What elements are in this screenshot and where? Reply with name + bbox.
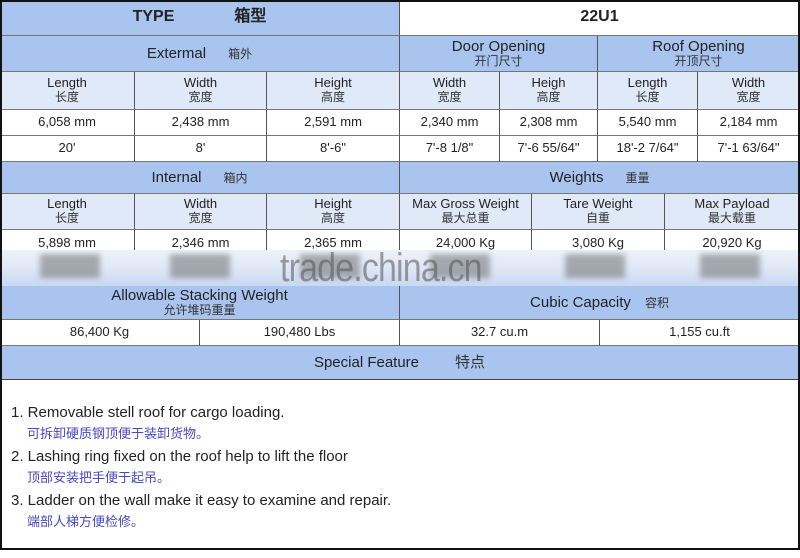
watermark-text: trade.china.cn [280,246,483,290]
special-title-zh: 特点 [455,353,486,371]
column-en: Max Payload [694,196,770,212]
type-value-cell: 22U1 [400,0,800,36]
cell: 1,155 cu.ft [600,320,800,346]
special-feature-header: Special Feature 特点 [0,346,800,380]
feature-item-zh: 可拆卸硬质钢顶便于装卸货物。 [27,426,210,441]
column-header: Width 宽度 [400,72,500,110]
feature-list: 1. Removable stell roof for cargo loadin… [2,380,798,548]
cell: 18'-2 7/64" [598,136,698,162]
cell: 2,591 mm [267,110,400,136]
blurred-strip [0,250,800,286]
column-en: Heigh [531,75,566,91]
door-opening-title-zh: 开门尺寸 [474,54,523,69]
column-zh: 最大载重 [707,211,756,226]
column-header: Tare Weight 自重 [532,194,665,230]
weights-title: Weights [549,168,604,186]
cell: 8'-6" [267,136,400,162]
column-en: Width [183,75,218,91]
feature-item: 1. Removable stell roof for cargo loadin… [11,404,285,421]
column-header: Width 宽度 [135,72,267,110]
external-header: Extermal 箱外 [0,36,400,72]
column-en: Length [47,75,87,91]
column-zh: 宽度 [188,90,213,105]
cell: 20' [0,136,135,162]
cell: 2,308 mm [500,110,598,136]
cell: 6,058 mm [0,110,135,136]
column-zh: 最大总重 [441,211,490,226]
column-header: Width 宽度 [135,194,267,230]
feature-item-zh: 顶部安装把手便于起吊。 [27,470,171,485]
column-zh: 宽度 [188,211,213,226]
column-en: Height [314,196,352,212]
internal-title: Internal [151,168,202,186]
feature-item: 3. Ladder on the wall make it easy to ex… [11,492,392,509]
column-en: Tare Weight [563,196,633,212]
type-value: 22U1 [580,8,619,26]
column-en: Length [627,75,668,91]
feature-item: 2. Lashing ring fixed on the roof help t… [11,448,348,465]
column-zh: 自重 [585,211,610,226]
cell: 7'-1 63/64" [698,136,800,162]
cell: 2,184 mm [698,110,800,136]
weights-title-zh: 重量 [625,170,650,185]
column-zh: 长度 [635,90,660,105]
column-en: Length [47,196,87,212]
cell: 8' [135,136,267,162]
cubic-title: Cubic Capacity [530,293,631,311]
cubic-title-zh: 容积 [644,295,669,310]
type-label-zh: 箱型 [234,8,267,26]
cell: 2,438 mm [135,110,267,136]
column-en: Width [731,75,766,91]
stacking-header: Allowable Stacking Weight 允许堆码重量 [0,286,400,320]
column-en: Width [432,75,467,91]
column-header: Length 长度 [0,194,135,230]
roof-opening-title-zh: 开顶尺寸 [674,54,723,69]
cell: 7'-6 55/64" [500,136,598,162]
cell: 7'-8 1/8" [400,136,500,162]
cell: 86,400 Kg [0,320,200,346]
column-header: Length 长度 [0,72,135,110]
column-header: Width 宽度 [698,72,800,110]
column-en: Height [314,75,352,91]
column-zh: 高度 [536,90,561,105]
column-en: Max Gross Weight [412,196,519,212]
type-label: TYPE [132,8,175,26]
external-title-zh: 箱外 [228,46,253,61]
weights-header: Weights 重量 [400,162,800,194]
stacking-title-zh: 允许堆码重量 [163,303,236,318]
column-header: Height 高度 [267,194,400,230]
cell: 190,480 Lbs [200,320,400,346]
type-label-cell: TYPE 箱型 [0,0,400,36]
column-zh: 长度 [54,90,79,105]
column-header: Max Gross Weight 最大总重 [400,194,532,230]
door-opening-header: Door Opening 开门尺寸 [400,36,598,72]
column-zh: 长度 [54,211,79,226]
column-zh: 高度 [320,90,345,105]
watermark-band [0,250,800,286]
cell: 32.7 cu.m [400,320,600,346]
door-opening-title: Door Opening [451,37,546,55]
stacking-title: Allowable Stacking Weight [111,286,288,304]
cubic-header: Cubic Capacity 容积 [400,286,800,320]
column-header: Length 长度 [598,72,698,110]
internal-title-zh: 箱内 [223,170,248,185]
column-header: Height 高度 [267,72,400,110]
column-zh: 宽度 [736,90,761,105]
column-header: Max Payload 最大载重 [665,194,800,230]
cell: 2,340 mm [400,110,500,136]
column-en: Width [183,196,218,212]
roof-opening-title: Roof Opening [652,37,745,55]
internal-header: Internal 箱内 [0,162,400,194]
cell: 5,540 mm [598,110,698,136]
roof-opening-header: Roof Opening 开顶尺寸 [598,36,800,72]
special-title: Special Feature [313,353,420,371]
external-title: Extermal [146,44,207,62]
column-zh: 高度 [320,211,345,226]
column-header: Heigh 高度 [500,72,598,110]
feature-item-zh: 端部人梯方便检修。 [27,514,145,529]
column-zh: 宽度 [437,90,462,105]
